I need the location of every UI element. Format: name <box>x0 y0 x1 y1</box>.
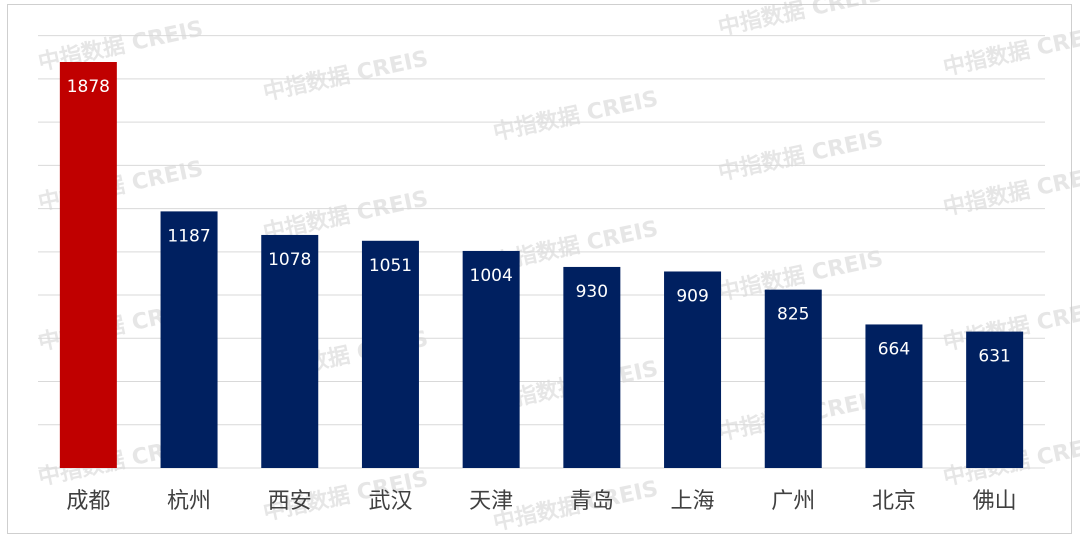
bar-上海 <box>664 271 722 468</box>
category-label: 杭州 <box>167 489 211 514</box>
category-label: 武汉 <box>368 489 412 514</box>
category-label: 佛山 <box>973 489 1017 514</box>
data-label: 909 <box>676 286 708 306</box>
bar-成都 <box>59 62 117 468</box>
data-label: 1187 <box>167 226 210 246</box>
watermark-text: 中指数据 CREIS <box>716 126 886 186</box>
category-label: 广州 <box>771 489 815 514</box>
watermark-text: 中指数据 CREIS <box>941 161 1080 221</box>
category-label: 成都 <box>66 489 110 514</box>
data-label: 1051 <box>369 256 412 276</box>
category-label: 上海 <box>671 489 715 514</box>
bar-青岛 <box>563 266 621 468</box>
data-label: 1004 <box>470 266 513 286</box>
data-label: 664 <box>878 339 910 359</box>
category-label: 青岛 <box>570 489 614 514</box>
bar-佛山 <box>966 331 1024 468</box>
bar-武汉 <box>361 240 419 468</box>
bar-广州 <box>764 289 822 468</box>
watermark-text: 中指数据 CREIS <box>716 0 886 41</box>
watermark-text: 中指数据 CREIS <box>941 21 1080 81</box>
watermark-text: 中指数据 CREIS <box>491 86 661 146</box>
bar-杭州 <box>160 211 218 469</box>
watermark-text: 中指数据 CREIS <box>261 46 431 106</box>
data-labels: 1878 1187 1078 1051 1004 930 909 825 664 631 <box>67 77 1011 367</box>
data-label: 1878 <box>67 77 110 97</box>
bar-天津 <box>462 250 520 468</box>
bar-北京 <box>865 324 923 468</box>
data-label: 1078 <box>268 250 311 270</box>
category-label: 北京 <box>872 489 916 514</box>
data-label: 631 <box>978 347 1010 367</box>
category-label: 西安 <box>268 489 312 514</box>
data-label: 930 <box>576 282 608 302</box>
bar-西安 <box>261 234 319 468</box>
bars <box>59 62 1024 469</box>
category-labels: 成都 杭州 西安 武汉 天津 青岛 上海 广州 北京 佛山 <box>66 489 1016 514</box>
data-label: 825 <box>777 305 809 325</box>
category-label: 天津 <box>469 489 513 514</box>
